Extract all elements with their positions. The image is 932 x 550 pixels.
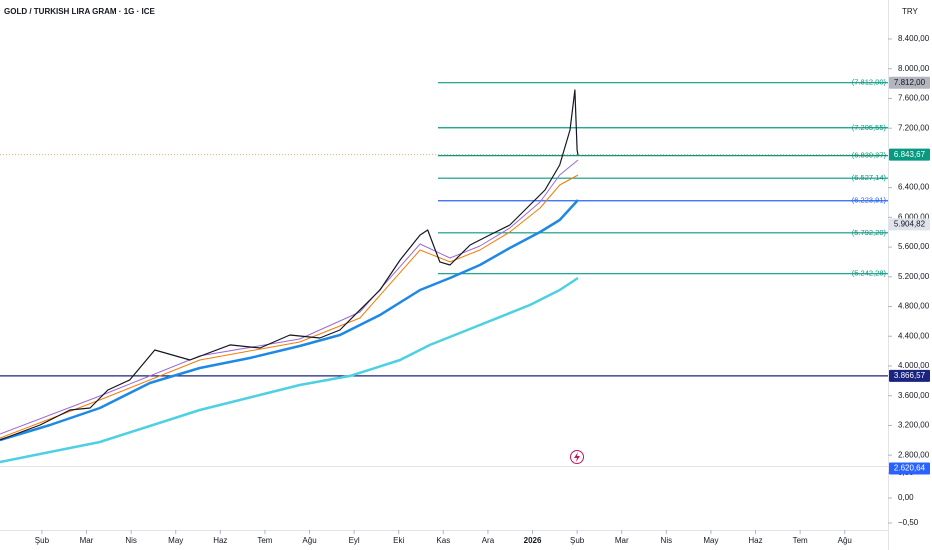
fib-label: (6.830,37): [852, 151, 887, 160]
y-tick-label: 0,00: [898, 493, 914, 502]
x-tick-label: Tem: [257, 536, 272, 545]
x-tick-label: Eyl: [349, 536, 360, 545]
x-tick-label: Nis: [661, 536, 673, 545]
y-tick-label: 6.000,00: [898, 212, 930, 221]
lightning-icon[interactable]: [570, 450, 584, 464]
x-tick-label: Kas: [436, 536, 450, 545]
series-line: [0, 199, 579, 442]
fib-label: (5.792,20): [852, 228, 887, 237]
y-tick-label: −0,50: [898, 518, 919, 527]
y-tick-label: 4.000,00: [898, 361, 930, 370]
y-tick-label: 5.600,00: [898, 242, 930, 251]
fib-label: (6.527,14): [852, 173, 887, 182]
series-line: [0, 174, 579, 439]
price-label: 3.866,57: [894, 371, 926, 380]
x-tick-label: Nis: [125, 536, 137, 545]
price-label: 6.843,67: [894, 150, 926, 159]
price-label-box: [889, 76, 930, 89]
fib-label: (7.812,00): [852, 78, 887, 87]
x-tick-label: Haz: [748, 536, 762, 545]
chart-title: GOLD / TURKISH LIRA GRAM · 1G · ICE: [4, 7, 155, 16]
series-line: [0, 276, 579, 464]
y-tick-label: 4.800,00: [898, 302, 930, 311]
price-label-box: [889, 462, 930, 475]
currency: TRY: [902, 7, 919, 16]
x-tick-label: Eki: [393, 536, 404, 545]
x-tick-label: Ağu: [302, 536, 316, 545]
x-tick-label: Haz: [213, 536, 227, 545]
price-label-box: [889, 369, 930, 382]
fib-label: (5.242,28): [852, 269, 887, 278]
y-tick-label: 8.000,00: [898, 64, 930, 73]
x-tick-label: Mar: [80, 536, 94, 545]
x-tick-label: Ara: [482, 536, 495, 545]
x-tick-label: Tem: [793, 536, 808, 545]
y-tick-label: 4.400,00: [898, 331, 930, 340]
x-tick-label: Ağu: [838, 536, 852, 545]
y-tick-label: 6.400,00: [898, 183, 930, 192]
y-tick-label: 2.800,00: [898, 450, 930, 459]
price-label-box: [889, 148, 930, 161]
price-label: 7.812,00: [894, 78, 926, 87]
x-tick-label: May: [703, 536, 718, 545]
price-label: 5.904,82: [894, 220, 926, 229]
price-label-box: [889, 218, 930, 231]
x-tick-label: Şub: [35, 536, 50, 545]
y-tick-label: 8.400,00: [898, 34, 930, 43]
y-tick-label: 7.200,00: [898, 123, 930, 132]
y-tick-label: 3.600,00: [898, 391, 930, 400]
series-line: [0, 89, 579, 441]
fib-label: (6.223,91): [852, 196, 887, 205]
fib-label: (7.205,55): [852, 123, 887, 132]
y-tick-label: 3.200,00: [898, 421, 930, 430]
x-tick-label: May: [168, 536, 183, 545]
y-tick-label: 5.200,00: [898, 272, 930, 281]
price-label: 2.620,64: [894, 464, 926, 473]
x-tick-label: Mar: [615, 536, 629, 545]
y-tick-label: 7.600,00: [898, 94, 930, 103]
x-tick-label: 2026: [524, 536, 542, 545]
x-tick-label: Şub: [570, 536, 585, 545]
